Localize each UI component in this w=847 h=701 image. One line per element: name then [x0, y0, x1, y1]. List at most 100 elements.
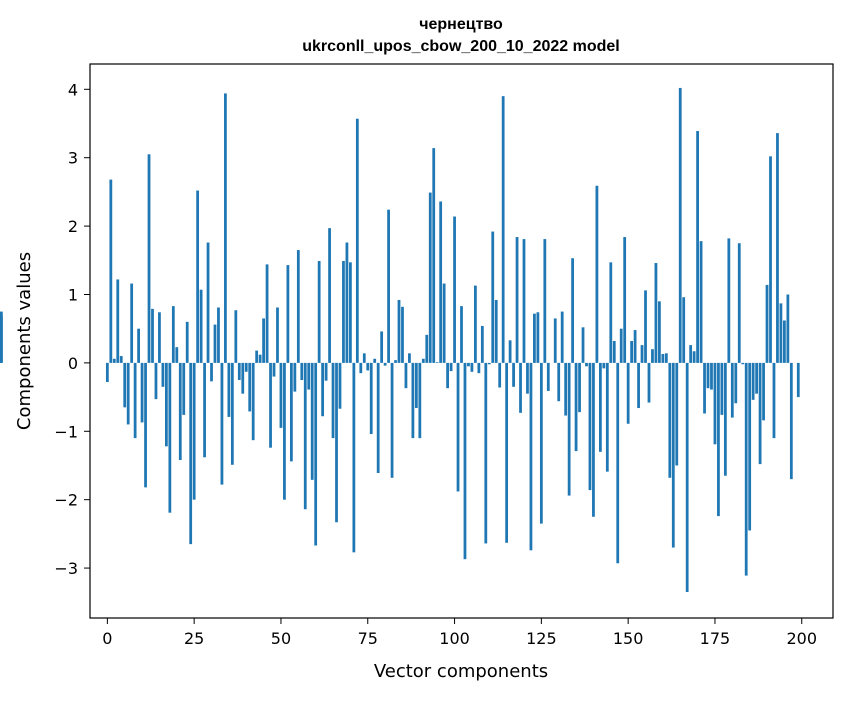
bar-102	[460, 306, 463, 363]
bar-90	[418, 363, 421, 438]
bar-65	[332, 363, 335, 438]
x-tick-label-100: 100	[439, 629, 470, 648]
bar-192	[773, 363, 776, 438]
bar-30	[210, 363, 213, 381]
bar-66	[335, 363, 338, 522]
bar-34	[224, 93, 227, 362]
bar-134	[571, 258, 574, 363]
x-tick-label-175: 175	[700, 629, 731, 648]
bar-41	[248, 363, 251, 412]
bar-88	[412, 363, 415, 438]
y-tick-label-4: 4	[68, 80, 78, 99]
bar-49	[276, 307, 279, 362]
bar-143	[602, 363, 605, 368]
bar-99	[450, 363, 453, 371]
bar-178	[724, 363, 727, 476]
bar-15	[158, 312, 161, 363]
bar-27	[200, 290, 203, 363]
bar-123	[533, 314, 536, 363]
bar-98	[446, 363, 449, 388]
bar-37	[234, 310, 237, 363]
bar-22	[182, 363, 185, 415]
bar-177	[721, 363, 724, 415]
bar-59	[311, 363, 314, 480]
x-tick-label-150: 150	[613, 629, 644, 648]
bar-85	[401, 307, 404, 363]
bar-157	[651, 349, 654, 363]
bar-159	[658, 301, 661, 363]
bar-96	[439, 201, 442, 362]
bar-2	[113, 359, 116, 363]
bar-115	[505, 363, 508, 543]
bar-116	[509, 340, 512, 363]
y-tick-label--2: −2	[54, 491, 78, 510]
bar-183	[741, 363, 744, 364]
bar-92	[425, 335, 428, 363]
bar-64	[328, 228, 331, 363]
bar-109	[484, 363, 487, 544]
bar-155	[644, 290, 647, 362]
bar-78	[377, 363, 380, 473]
bar-156	[648, 363, 651, 403]
bar-73	[359, 363, 362, 373]
bar-141	[596, 186, 599, 363]
bar-180	[731, 363, 734, 418]
bar-26	[196, 191, 199, 363]
bar-12	[148, 154, 151, 363]
bar-63	[325, 363, 328, 381]
bar-179	[727, 238, 730, 362]
bars-group	[0, 88, 800, 592]
bar-175	[714, 363, 717, 444]
bar-77	[373, 359, 376, 363]
bar-137	[582, 327, 585, 363]
bar-52	[287, 265, 290, 363]
bar-158	[655, 263, 658, 363]
bar-55	[297, 250, 300, 363]
bar-191	[769, 156, 772, 363]
bar-67	[339, 363, 342, 409]
bar-104	[467, 363, 470, 366]
bar-185	[748, 363, 751, 531]
bar-75	[366, 363, 369, 371]
y-tick-label--1: −1	[54, 422, 78, 441]
bar-199	[797, 363, 800, 397]
bar-17	[165, 363, 168, 446]
bar-56	[300, 363, 303, 380]
bar-83	[394, 360, 397, 363]
bar-8	[134, 363, 137, 438]
bar-48	[273, 363, 276, 377]
bar-131	[561, 312, 564, 363]
bar-147	[616, 363, 619, 563]
bar-167	[686, 363, 689, 592]
bar-39	[241, 363, 244, 394]
bar-9	[137, 329, 140, 363]
bar-186	[752, 363, 755, 400]
bar-163	[672, 363, 675, 548]
bar-105	[471, 363, 474, 372]
bar-152	[634, 330, 637, 363]
bar-146	[613, 341, 616, 363]
bar-107	[477, 363, 480, 373]
bar-79	[380, 331, 383, 362]
bar-130	[557, 363, 560, 401]
bar-70	[349, 262, 352, 363]
bar-33	[221, 363, 224, 485]
bar-140	[592, 363, 595, 517]
bar-45	[262, 318, 265, 362]
bar-168	[689, 345, 692, 363]
bar-108	[481, 326, 484, 363]
bar-171	[700, 241, 703, 363]
bar-24	[189, 363, 192, 544]
bar-35	[227, 363, 230, 417]
bar-21	[179, 363, 182, 460]
bar-87	[408, 353, 411, 363]
bar-166	[682, 297, 685, 363]
bar-14	[155, 363, 158, 399]
chart-subtitle: ukrconll_upos_cbow_200_10_2022 model	[302, 38, 619, 55]
bar-undefined	[0, 316, 3, 363]
bar-72	[356, 119, 359, 363]
bar-173	[707, 363, 710, 388]
bar-184	[745, 363, 748, 576]
bar-112	[495, 300, 498, 363]
x-tick-label-25: 25	[184, 629, 204, 648]
